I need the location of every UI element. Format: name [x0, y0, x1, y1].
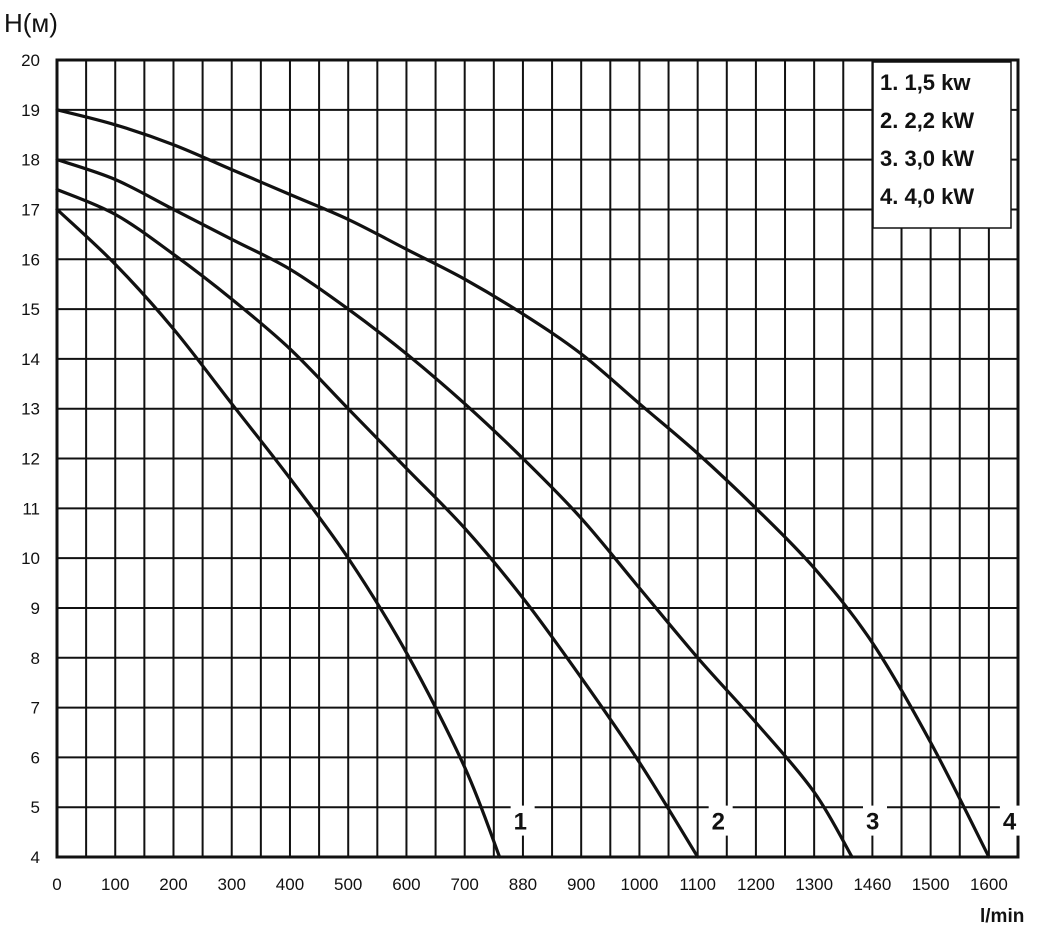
x-tick-label: 1300: [795, 875, 833, 894]
legend-item: 2. 2,2 kW: [880, 108, 974, 133]
y-tick-label: 6: [31, 748, 40, 767]
x-tick-label: 1600: [970, 875, 1008, 894]
plot-border: [55, 58, 1020, 859]
y-tick-label: 9: [31, 599, 40, 618]
curve-label-1: 1: [514, 809, 527, 836]
x-tick-label: 700: [451, 875, 479, 894]
curve-series-2: [55, 187, 700, 859]
y-tick-label: 19: [21, 101, 40, 120]
x-tick-label: 500: [334, 875, 362, 894]
x-tick-label: 200: [159, 875, 187, 894]
curve-series-4: [55, 108, 991, 859]
x-tick-label: 400: [276, 875, 304, 894]
x-tick-label: 1100: [679, 875, 716, 894]
legend-item: 1. 1,5 kw: [880, 70, 971, 95]
y-tick-label: 17: [21, 200, 40, 219]
y-tick-label: 10: [21, 549, 40, 568]
curve-label-background: [863, 805, 888, 836]
curve-series-1: [55, 207, 502, 859]
curve-labels: 1 2 3 4: [510, 805, 1024, 836]
y-tick-label: 7: [31, 699, 40, 718]
y-axis-ticks: 4 5 6 7 8 9 10 11 12 13 14 15 16 17 18 19 20: [21, 51, 40, 867]
curve-label-background: [708, 805, 733, 836]
x-axis-title: l/min: [980, 906, 1024, 927]
legend-item: 4. 4,0 kW: [880, 184, 974, 209]
x-tick-label: 880: [509, 875, 537, 894]
y-tick-label: 14: [21, 350, 40, 369]
curve-label-4: 4: [1003, 809, 1017, 836]
curve-label-3: 3: [866, 809, 879, 836]
curve-label-background: [999, 805, 1024, 836]
y-tick-label: 18: [21, 151, 40, 170]
y-tick-label: 16: [21, 250, 40, 269]
y-tick-label: 11: [22, 499, 40, 518]
x-tick-label: 600: [392, 875, 420, 894]
y-tick-label: 5: [31, 798, 40, 817]
y-tick-label: 13: [21, 400, 40, 419]
x-tick-label: 1000: [621, 875, 659, 894]
y-axis-title: H(м): [4, 8, 58, 38]
y-tick-label: 4: [31, 848, 40, 867]
legend-box: [872, 61, 1012, 229]
y-tick-label: 20: [21, 51, 40, 70]
x-tick-label: 1200: [737, 875, 775, 894]
y-tick-label: 15: [21, 300, 40, 319]
x-tick-label: 300: [218, 875, 246, 894]
curve-series-3: [55, 158, 854, 859]
plot-frame: [55, 58, 1020, 859]
x-axis-ticks: 0 100 200 300 400 500 600 700 880 900 1000 1100 1200…: [52, 875, 1008, 894]
legend: 1. 1,5 kw 2. 2,2 kW 3. 3,0 kW 4. 4,0 kW: [872, 61, 1012, 229]
y-tick-label: 12: [21, 450, 40, 469]
x-tick-label: 0: [52, 875, 61, 894]
curve-label-2: 2: [712, 809, 725, 836]
x-tick-label: 100: [101, 875, 129, 894]
curve-label-background: [510, 805, 535, 836]
legend-item: 3. 3,0 kW: [880, 146, 974, 171]
y-tick-label: 8: [31, 649, 40, 668]
curves: [55, 108, 991, 859]
x-tick-label: 1500: [912, 875, 950, 894]
x-tick-label: 900: [567, 875, 595, 894]
x-tick-label: 1460: [853, 875, 891, 894]
